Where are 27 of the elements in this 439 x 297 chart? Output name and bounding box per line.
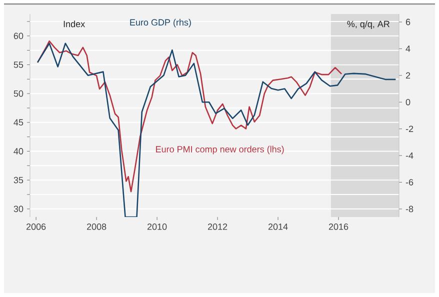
x-tick-label: 2010 xyxy=(147,224,167,230)
line-series xyxy=(36,42,396,217)
y2-tick-label: 0 xyxy=(406,98,410,106)
y2-tick-label: -4 xyxy=(406,152,414,159)
y2-tick-label: -8 xyxy=(406,206,414,212)
y-tick-label: 30 xyxy=(14,206,24,212)
y-tick-label: 60 xyxy=(14,32,24,40)
y2-tick-label: 6 xyxy=(406,18,410,26)
x-tick-label: 2016 xyxy=(328,224,348,230)
y-tick-label: 45 xyxy=(14,119,24,126)
x-tick-label: 2008 xyxy=(86,224,106,230)
y2-tick-label: -6 xyxy=(406,179,414,186)
x-tick-label: 2006 xyxy=(26,224,46,230)
x-tick-label: 2014 xyxy=(268,224,288,230)
series-label: Euro PMI comp new orders (lhs) xyxy=(156,146,284,154)
text: Euro GDP (rhs) xyxy=(130,18,191,28)
y-tick-label: 50 xyxy=(14,90,24,97)
y-tick-label: 35 xyxy=(14,176,24,184)
x-tick-label: 2012 xyxy=(208,224,228,230)
line-series xyxy=(36,40,342,192)
y2-axis-title: %, q/q, AR xyxy=(347,20,390,29)
y-tick-label: 40 xyxy=(14,148,24,154)
y-tick-label: 55 xyxy=(14,62,24,68)
y-axis-title: Index xyxy=(64,20,85,28)
y2-tick-label: 2 xyxy=(406,72,410,79)
y2-tick-label: -2 xyxy=(406,126,414,132)
y2-tick-label: 4 xyxy=(406,46,410,52)
